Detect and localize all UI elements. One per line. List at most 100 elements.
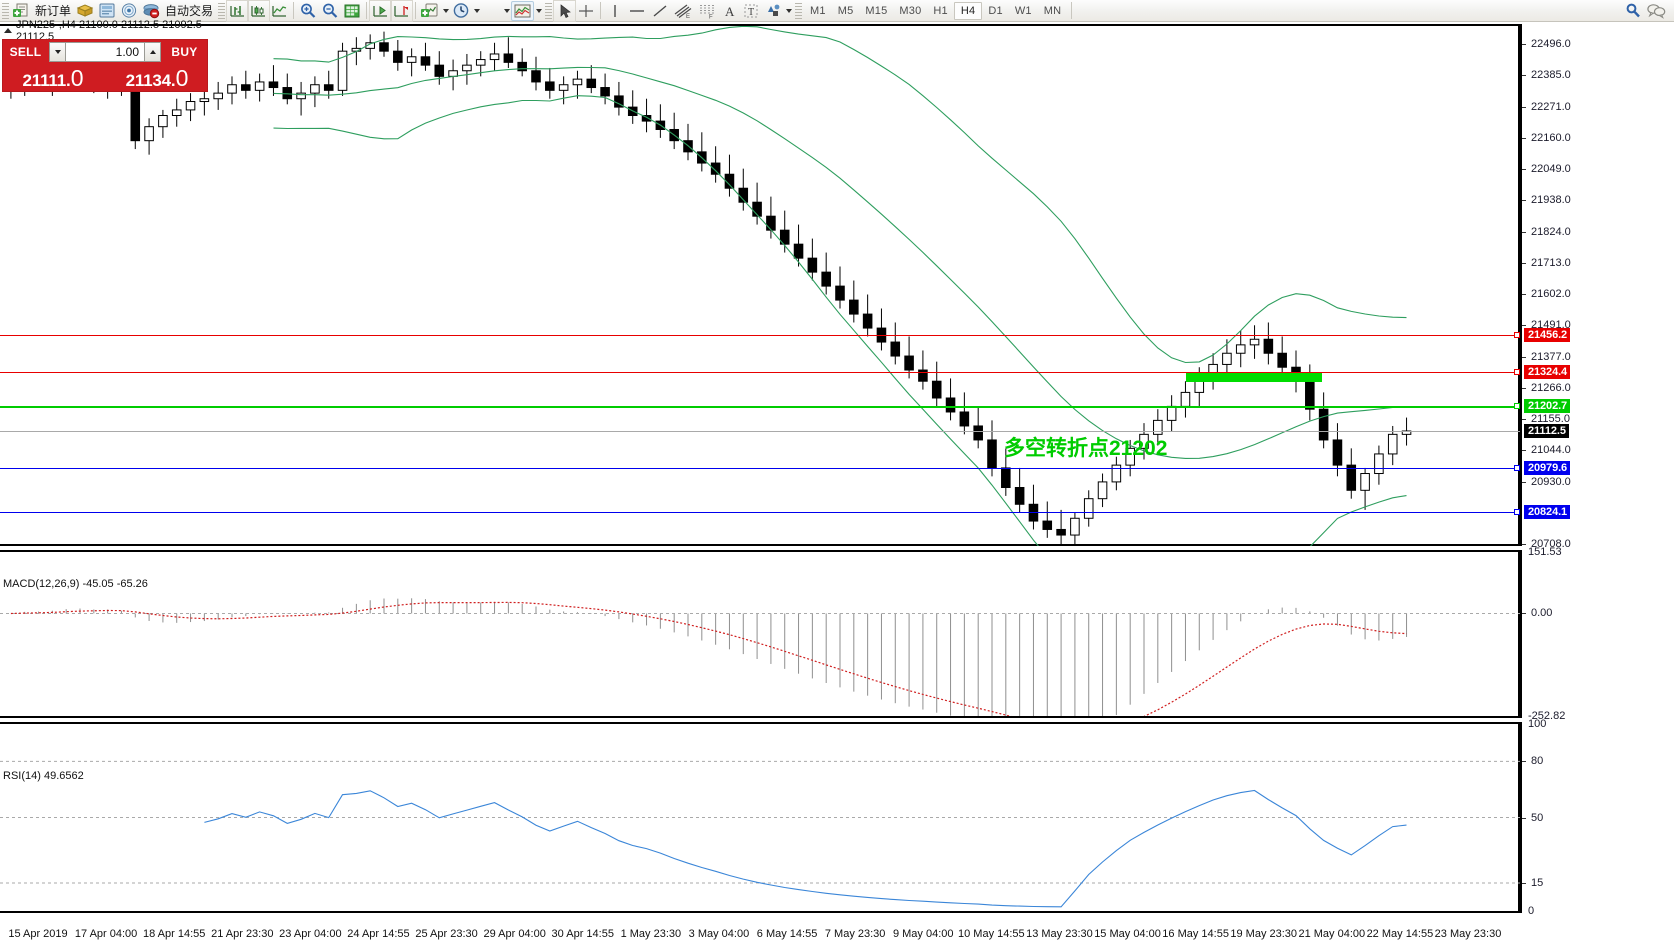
period-separator-icon[interactable] [450, 1, 472, 21]
add-indicator-dropdown-icon[interactable] [441, 1, 450, 21]
new-order-label[interactable]: 新订单 [35, 4, 72, 18]
macd-chart-canvas[interactable] [0, 552, 1520, 716]
resistance-line-2[interactable] [0, 371, 1520, 373]
support-line-2[interactable] [0, 511, 1520, 513]
rsi-chart-canvas[interactable] [0, 724, 1520, 911]
timeframe-h1[interactable]: H1 [933, 4, 948, 17]
time-axis-label: 21 Apr 23:30 [211, 928, 274, 940]
new-order-icon[interactable] [11, 1, 32, 21]
volume-input[interactable]: 1.00 [66, 42, 144, 62]
price-tick-mark [1522, 387, 1526, 389]
collapse-arrow-icon[interactable] [4, 28, 12, 33]
resistance-line-1-handle[interactable] [1514, 331, 1520, 338]
horizontal-line-icon[interactable] [625, 1, 649, 21]
timeframe-m15[interactable]: M15 [865, 4, 888, 17]
trade-box: SELL 1.00 BUY 21111 . 0 21134 . 0 [2, 39, 208, 92]
rsi-tick-label: 15 [1531, 876, 1544, 889]
timeframe-m5[interactable]: M5 [837, 4, 854, 17]
buy-button[interactable]: BUY [171, 45, 198, 59]
autotrading-label[interactable]: 自动交易 [165, 4, 214, 18]
current-price-line[interactable] [0, 430, 1520, 432]
time-axis-label: 7 May 23:30 [824, 928, 886, 940]
time-axis-label: 3 May 04:00 [688, 928, 750, 940]
price-tick-mark [1522, 418, 1526, 420]
candlestick-chart-icon[interactable] [247, 0, 271, 22]
toolbar-grip-4[interactable] [795, 1, 803, 20]
timeframe-h4[interactable]: H4 [953, 1, 983, 20]
text-label-icon[interactable]: A [719, 1, 740, 21]
cursor-icon[interactable] [553, 0, 577, 22]
svg-text:A: A [725, 4, 735, 19]
support-line-2-badge[interactable]: 20824.1 [1524, 504, 1571, 519]
timeframe-d1[interactable]: D1 [988, 4, 1003, 17]
pivot-line-handle[interactable] [1514, 402, 1520, 409]
support-line-1[interactable] [0, 468, 1520, 470]
volume-increment-icon[interactable] [144, 42, 161, 62]
volume-dropdown-icon[interactable] [49, 42, 66, 62]
shapes-dropdown-icon[interactable] [784, 1, 793, 21]
pivot-line[interactable] [0, 405, 1520, 408]
time-axis-label: 21 May 04:00 [1298, 928, 1366, 940]
volume-stepper[interactable]: 1.00 [49, 42, 161, 62]
vertical-line-icon[interactable] [604, 1, 625, 21]
timeframe-m30[interactable]: M30 [899, 4, 922, 17]
fibonacci-icon[interactable]: F [695, 1, 719, 21]
price-tick-mark [1522, 106, 1526, 108]
auto-scroll-icon[interactable] [369, 0, 393, 22]
toolbar-grip[interactable] [2, 1, 9, 20]
rsi-pane-bottom-border [0, 911, 1520, 913]
price-tick-mark [1522, 199, 1526, 201]
zoom-in-icon[interactable] [297, 1, 319, 21]
timeframe-w1[interactable]: W1 [1014, 4, 1032, 17]
toolbar-overflow-icon[interactable] [502, 1, 511, 21]
autotrading-icon[interactable] [140, 1, 162, 21]
grid-icon[interactable] [341, 1, 363, 21]
support-line-1-badge[interactable]: 20979.6 [1524, 461, 1571, 476]
trendline-icon[interactable] [649, 1, 671, 21]
templates-dropdown-icon[interactable] [534, 1, 543, 21]
timeframe-m1[interactable]: M1 [810, 4, 826, 17]
search-icon[interactable] [1622, 1, 1644, 21]
chat-icon[interactable] [1644, 1, 1668, 21]
sell-button[interactable]: SELL [9, 45, 42, 59]
svg-text:E: E [686, 14, 690, 19]
add-indicator-icon[interactable] [419, 1, 441, 21]
sell-price[interactable]: 21111 . 0 [2, 65, 104, 92]
toolbar-grip-2[interactable] [218, 1, 226, 20]
navigator-icon[interactable] [118, 1, 140, 21]
resistance-line-1[interactable] [0, 334, 1520, 336]
macd-pane-bottom-border [0, 716, 1520, 718]
price-tick-label: 21602.0 [1531, 287, 1571, 300]
resistance-line-1-badge[interactable]: 21456.2 [1524, 327, 1571, 342]
price-chart-canvas[interactable] [0, 26, 1520, 546]
time-axis-label: 23 May 23:30 [1434, 928, 1502, 940]
crosshair-icon[interactable] [575, 1, 597, 21]
price-tick-label: 22385.0 [1531, 68, 1571, 81]
price-scale[interactable]: 22496.0 22385.0 22271.0 22160.0 22049.0 21938… [1520, 24, 1674, 550]
shapes-icon[interactable] [762, 1, 784, 21]
line-chart-icon[interactable] [269, 1, 290, 21]
expert-advisors-icon[interactable] [74, 1, 96, 21]
period-separator-dropdown-icon[interactable] [472, 1, 481, 21]
resistance-line-2-badge[interactable]: 21324.4 [1524, 364, 1571, 379]
text-box-icon[interactable]: T [740, 1, 762, 21]
equidistant-channel-icon[interactable]: E [671, 1, 695, 21]
price-tick-mark [1522, 544, 1526, 545]
price-tick-mark [1522, 481, 1526, 483]
templates-icon[interactable] [511, 0, 535, 21]
support-line-1-handle[interactable] [1514, 465, 1520, 472]
timeframe-mn[interactable]: MN [1043, 4, 1062, 17]
resistance-line-2-handle[interactable] [1514, 368, 1520, 375]
current-price-line-badge[interactable]: 21112.5 [1524, 423, 1569, 438]
buy-price[interactable]: 21134 . 0 [106, 65, 208, 92]
chart-shift-icon[interactable] [390, 0, 414, 22]
toolbar-grip-3[interactable] [545, 1, 553, 20]
support-line-2-handle[interactable] [1514, 508, 1520, 515]
pivot-line-badge[interactable]: 21202.7 [1524, 398, 1571, 413]
more-tools-icon[interactable] [481, 1, 502, 21]
time-axis-label: 19 May 23:30 [1230, 928, 1298, 940]
data-window-icon[interactable] [96, 1, 118, 21]
bar-chart-icon[interactable] [226, 0, 250, 22]
time-axis-label: 17 Apr 04:00 [74, 928, 138, 940]
zoom-out-icon[interactable] [319, 1, 341, 21]
